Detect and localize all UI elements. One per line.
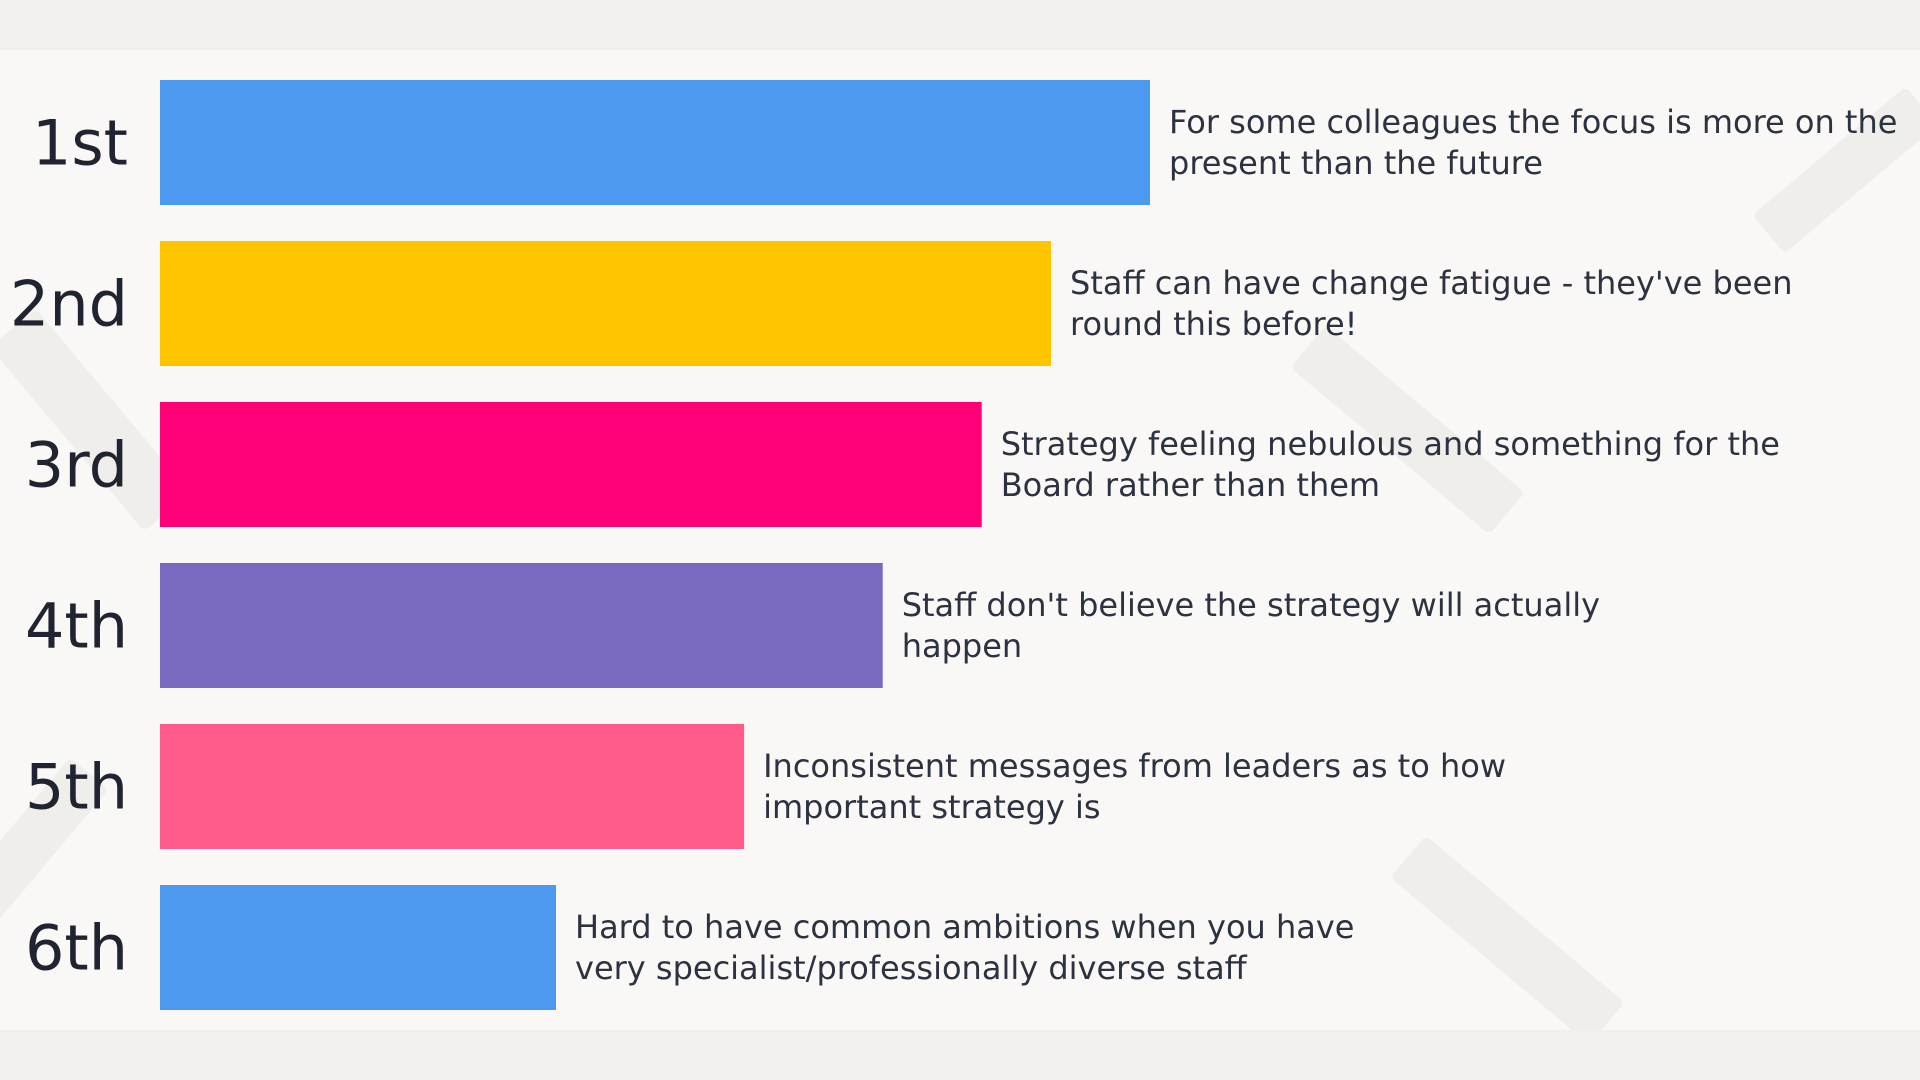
bar (160, 563, 883, 688)
rank-label: 6th (25, 912, 128, 985)
rank-label: 5th (25, 751, 128, 824)
bar (160, 402, 982, 527)
rank-label: 4th (25, 590, 128, 663)
slide: 1st For some colleagues the focus is more… (0, 50, 1920, 1030)
rank-label: 3rd (25, 429, 128, 502)
bar-description: For some colleagues the focus is more on… (1169, 103, 1897, 141)
bar (160, 80, 1150, 205)
bar-description: present than the future (1169, 144, 1543, 182)
bar-description: happen (902, 627, 1022, 665)
ranked-bar-chart: 1st For some colleagues the focus is more… (10, 80, 1897, 1010)
bar-description: Hard to have common ambitions when you h… (575, 908, 1354, 946)
bar-description: very specialist/professionally diverse s… (575, 949, 1248, 987)
bar (160, 885, 556, 1010)
bar-description: Staff can have change fatigue - they've … (1070, 264, 1792, 302)
rank-label: 1st (32, 107, 128, 180)
bar-description: Board rather than them (1001, 466, 1380, 504)
bar-description: important strategy is (763, 788, 1100, 826)
bar-description: Inconsistent messages from leaders as to… (763, 747, 1506, 785)
bar-description: Staff don't believe the strategy will ac… (902, 586, 1600, 624)
rank-label: 2nd (10, 268, 128, 341)
bar (160, 724, 745, 849)
bar (160, 241, 1051, 366)
bar-description: Strategy feeling nebulous and something … (1001, 425, 1780, 463)
bar-description: round this before! (1070, 305, 1357, 343)
